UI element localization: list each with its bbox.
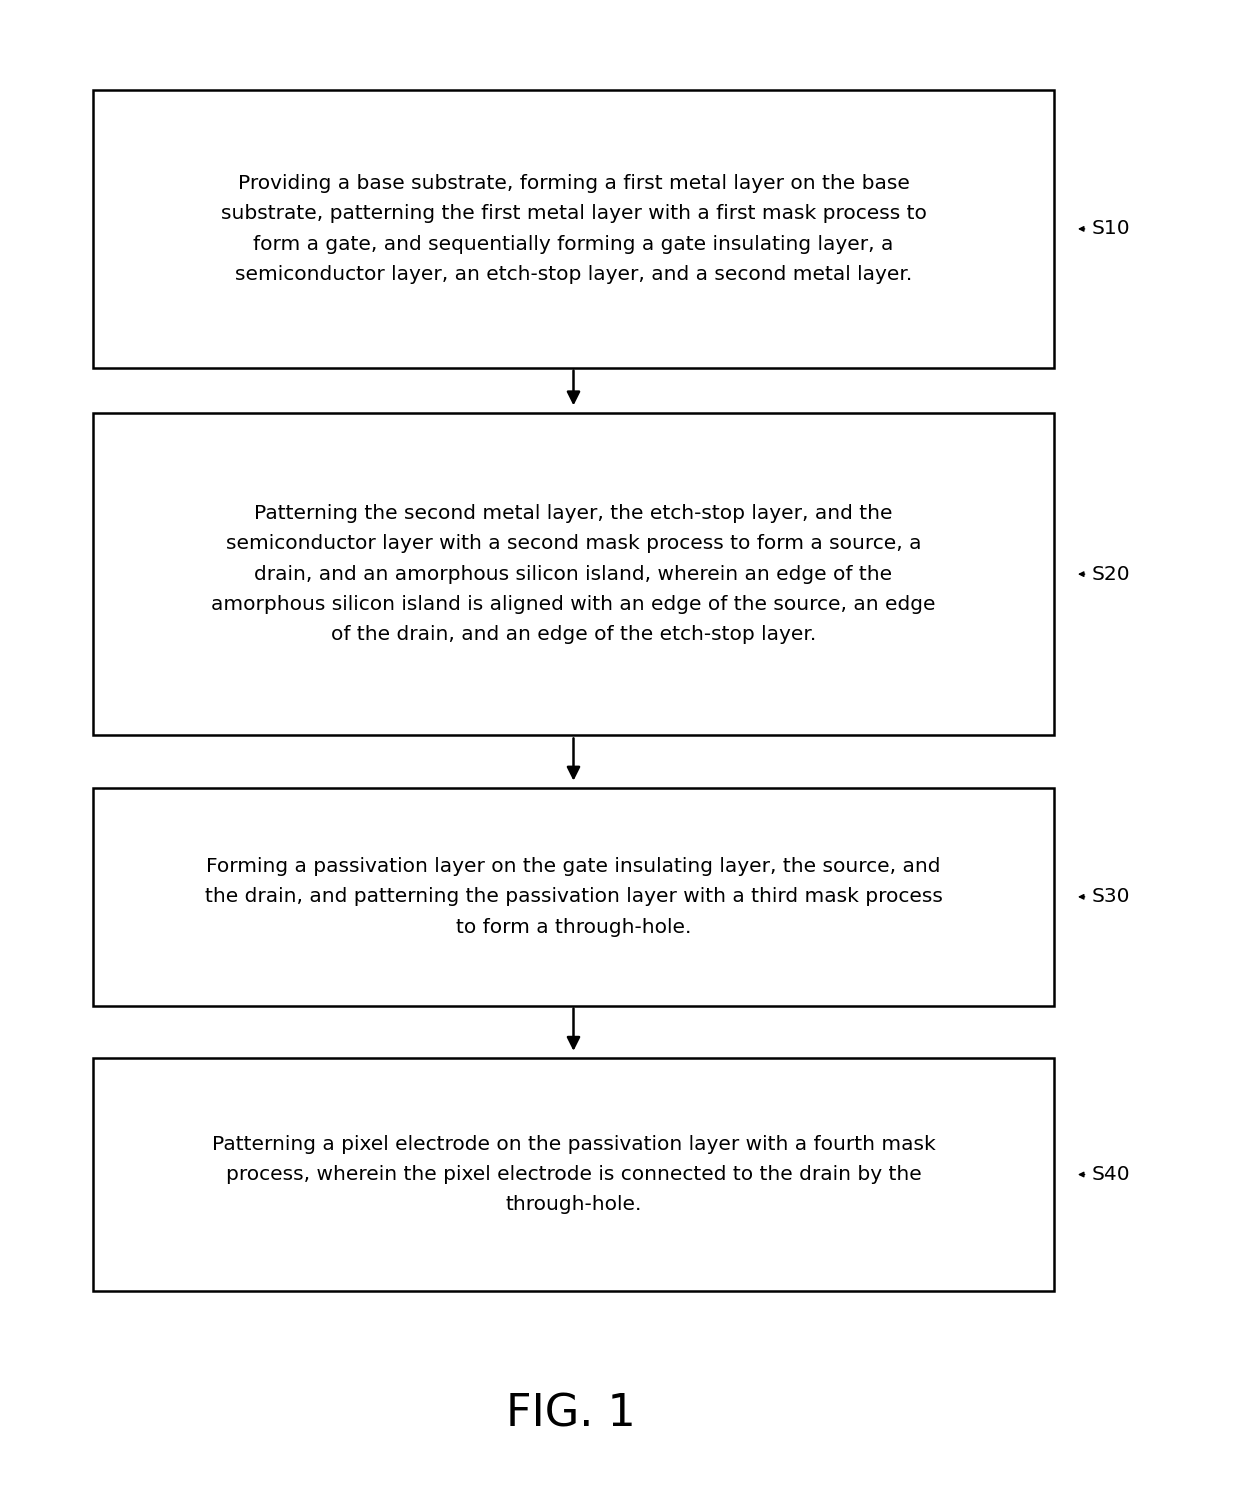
FancyBboxPatch shape: [93, 788, 1054, 1006]
Text: Patterning a pixel electrode on the passivation layer with a fourth mask
process: Patterning a pixel electrode on the pass…: [212, 1135, 935, 1214]
Text: S30: S30: [1091, 887, 1130, 907]
FancyBboxPatch shape: [93, 413, 1054, 735]
Text: Patterning the second metal layer, the etch-stop layer, and the
semiconductor la: Patterning the second metal layer, the e…: [211, 504, 936, 644]
Text: S10: S10: [1091, 219, 1130, 239]
FancyBboxPatch shape: [93, 90, 1054, 368]
Text: FIG. 1: FIG. 1: [506, 1393, 635, 1435]
Text: Providing a base substrate, forming a first metal layer on the base
substrate, p: Providing a base substrate, forming a fi…: [221, 174, 926, 284]
Text: Forming a passivation layer on the gate insulating layer, the source, and
the dr: Forming a passivation layer on the gate …: [205, 857, 942, 937]
Text: S40: S40: [1091, 1165, 1130, 1184]
FancyBboxPatch shape: [93, 1058, 1054, 1291]
Text: S20: S20: [1091, 564, 1130, 584]
